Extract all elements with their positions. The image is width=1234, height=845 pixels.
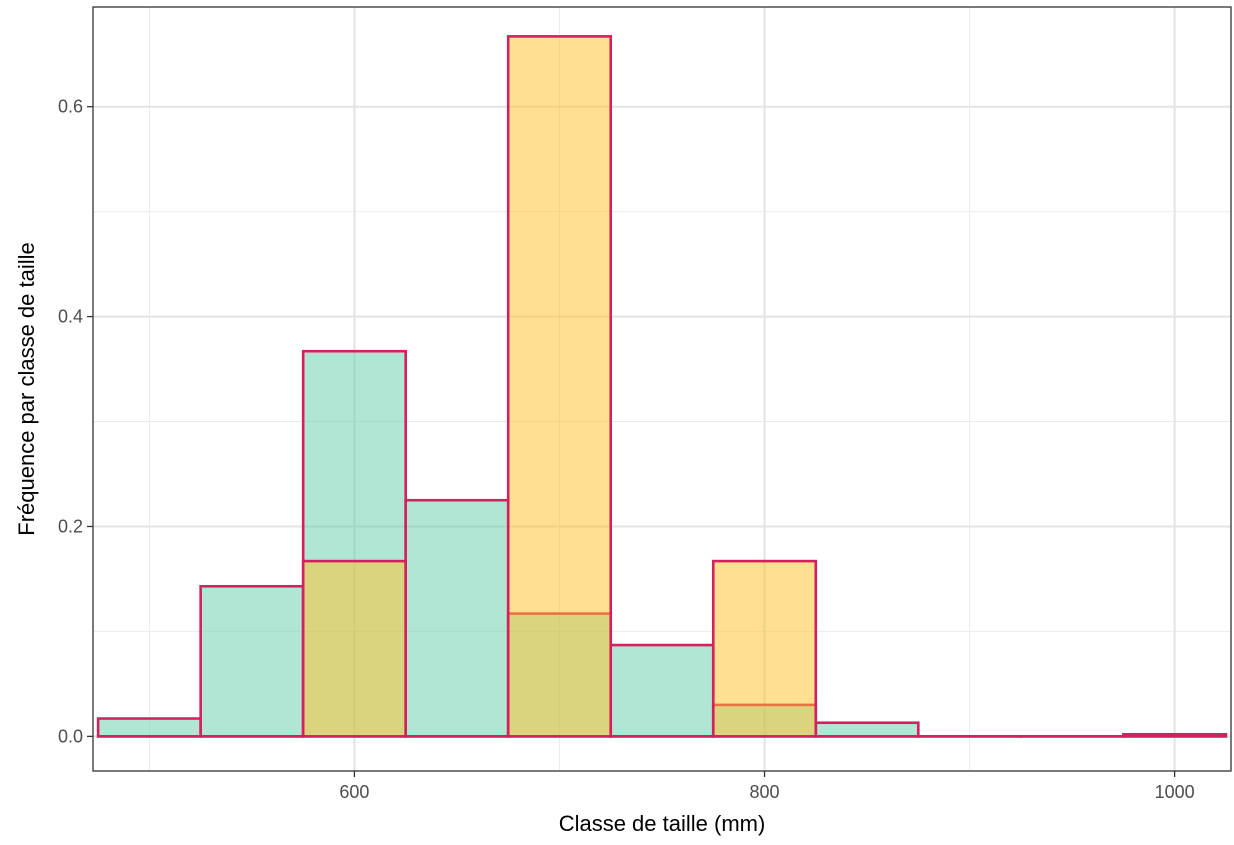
histogram-bar-series-1-bin-850 [814,721,920,738]
plot-panel-border [92,6,1232,772]
x-axis-title: Classe de taille (mm) [559,811,766,836]
histogram-bar-series-1-bin-750 [609,643,715,738]
y-axis-ticks: 0.0 0.2 0.4 0.6 [58,97,93,746]
x-tick-label: 1000 [1155,782,1195,802]
histogram-bars [96,35,1228,738]
y-axis-title: Fréquence par classe de taille [14,242,39,536]
y-tick-label: 0.0 [58,726,83,746]
x-axis-ticks: 600 800 1000 [339,771,1195,802]
histogram-bar-series-1-bin-500 [96,717,202,738]
histogram-bar-series-1-bin-650 [404,498,510,738]
y-tick-label: 0.2 [58,516,83,536]
histogram-bar-series-2-bin-800 [711,559,818,738]
histogram-bar-series-2-bin-700 [506,35,613,738]
y-tick-label: 0.4 [58,307,83,327]
y-tick-label: 0.6 [58,97,83,117]
histogram-bar-series-2-bin-600 [301,559,407,738]
x-tick-label: 800 [749,782,779,802]
histogram-bar-series-1-bin-550 [199,584,305,738]
x-tick-label: 600 [339,782,369,802]
